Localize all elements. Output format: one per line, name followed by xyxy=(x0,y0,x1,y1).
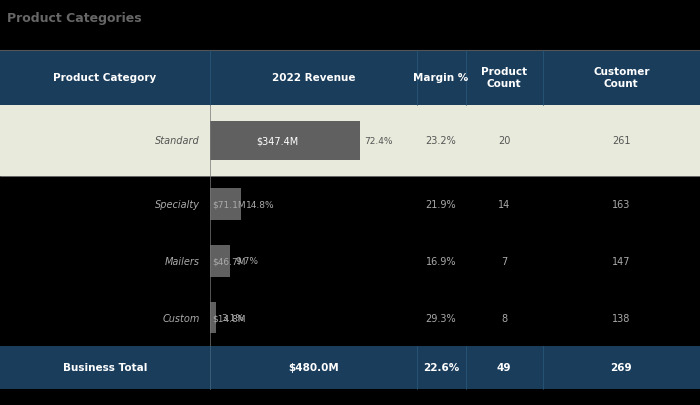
Text: 21.9%: 21.9% xyxy=(426,200,456,209)
Text: Standard: Standard xyxy=(155,136,199,146)
Text: Margin %: Margin % xyxy=(414,73,468,83)
Text: Customer
Count: Customer Count xyxy=(593,67,650,89)
Text: 49: 49 xyxy=(497,362,511,373)
Text: 8: 8 xyxy=(501,313,507,323)
Text: $347.4M: $347.4M xyxy=(256,136,298,146)
Text: Business Total: Business Total xyxy=(63,362,147,373)
FancyBboxPatch shape xyxy=(0,105,700,176)
Text: 261: 261 xyxy=(612,136,631,146)
Text: 29.3%: 29.3% xyxy=(426,313,456,323)
Text: 23.2%: 23.2% xyxy=(426,136,456,146)
FancyBboxPatch shape xyxy=(210,121,360,160)
Text: 3.1%: 3.1% xyxy=(221,313,244,322)
Text: 14: 14 xyxy=(498,200,510,209)
FancyBboxPatch shape xyxy=(210,246,230,277)
Text: Product Category: Product Category xyxy=(53,73,157,83)
Text: 72.4%: 72.4% xyxy=(365,136,393,145)
Text: Custom: Custom xyxy=(162,313,199,323)
FancyBboxPatch shape xyxy=(210,302,216,334)
Text: 138: 138 xyxy=(612,313,631,323)
Text: Mailers: Mailers xyxy=(164,256,200,266)
Text: 163: 163 xyxy=(612,200,631,209)
Text: 269: 269 xyxy=(610,362,632,373)
Text: Specialty: Specialty xyxy=(155,200,199,209)
Text: $14.8M: $14.8M xyxy=(212,313,246,322)
Text: 9.7%: 9.7% xyxy=(235,257,258,266)
FancyBboxPatch shape xyxy=(0,51,700,105)
FancyBboxPatch shape xyxy=(0,233,700,290)
Text: Product
Count: Product Count xyxy=(481,67,527,89)
Text: 22.6%: 22.6% xyxy=(423,362,459,373)
Text: Product Categories: Product Categories xyxy=(7,12,141,25)
Text: $480.0M: $480.0M xyxy=(288,362,339,373)
Text: $71.1M: $71.1M xyxy=(212,200,246,209)
Text: $46.7M: $46.7M xyxy=(212,257,246,266)
Text: 7: 7 xyxy=(501,256,507,266)
FancyBboxPatch shape xyxy=(0,176,700,233)
FancyBboxPatch shape xyxy=(0,346,700,389)
FancyBboxPatch shape xyxy=(210,189,241,220)
Text: 20: 20 xyxy=(498,136,510,146)
Text: 14.8%: 14.8% xyxy=(246,200,274,209)
Text: 147: 147 xyxy=(612,256,631,266)
FancyBboxPatch shape xyxy=(0,290,700,346)
Text: 16.9%: 16.9% xyxy=(426,256,456,266)
Text: 2022 Revenue: 2022 Revenue xyxy=(272,73,355,83)
